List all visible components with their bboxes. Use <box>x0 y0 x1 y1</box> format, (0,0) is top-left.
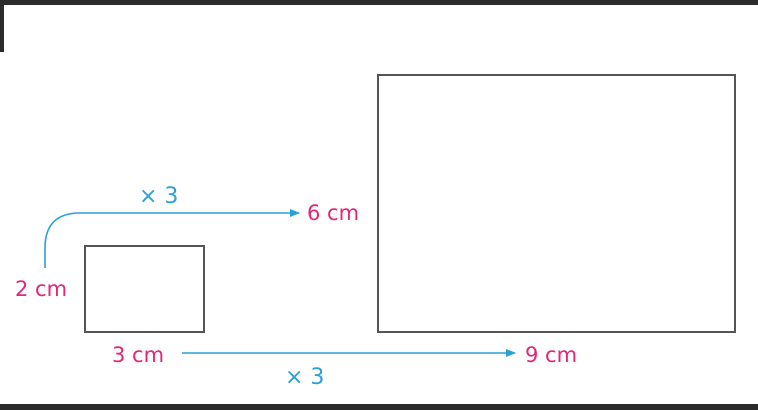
small-height-label: 2 cm <box>15 277 67 301</box>
height-scale-factor-label: × 3 <box>139 184 178 209</box>
bottom-border <box>0 404 758 410</box>
top-border <box>0 0 758 5</box>
large-height-label: 6 cm <box>307 201 359 225</box>
left-border-stub <box>0 0 4 52</box>
height-scale-arrow <box>44 209 300 268</box>
large-rectangle <box>377 74 736 333</box>
small-width-label: 3 cm <box>112 343 164 367</box>
large-width-label: 9 cm <box>525 343 577 367</box>
width-scale-factor-label: × 3 <box>285 365 324 390</box>
small-rectangle <box>84 245 205 333</box>
